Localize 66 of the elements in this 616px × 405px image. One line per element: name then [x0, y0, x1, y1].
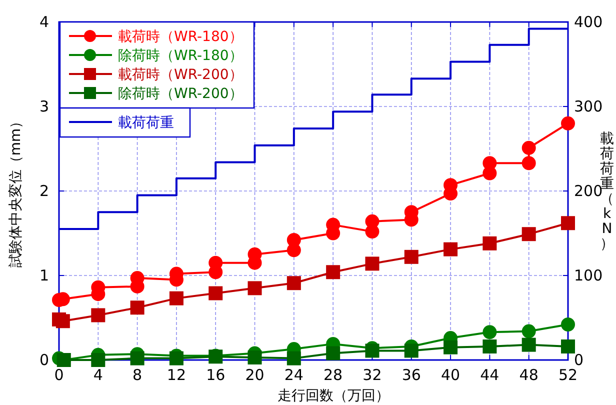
point: [522, 156, 536, 170]
y2-tick-label: 200: [574, 182, 603, 200]
legend-label: 載荷荷重: [118, 115, 174, 131]
legend-label: 載荷時（WR-200）: [118, 67, 243, 83]
x-tick-label: 28: [324, 366, 343, 384]
x-tick-label: 0: [54, 366, 64, 384]
point: [404, 250, 418, 264]
point: [286, 276, 301, 290]
x-tick-label: 44: [480, 366, 500, 384]
point: [91, 353, 106, 367]
point: [482, 236, 497, 250]
point: [404, 344, 418, 358]
point: [91, 308, 106, 322]
x-tick-label: 20: [245, 366, 264, 384]
point: [365, 344, 380, 358]
point: [365, 256, 380, 271]
point: [208, 286, 223, 300]
y2-tick-label: 100: [574, 266, 603, 284]
point: [286, 233, 301, 248]
point: [444, 340, 458, 354]
point: [561, 339, 575, 354]
y2-tick-label: 300: [574, 98, 603, 116]
point: [56, 314, 70, 328]
point: [130, 300, 144, 315]
point: [326, 346, 340, 360]
x-tick-label: 8: [132, 366, 142, 384]
x-tick-label: 32: [362, 366, 382, 384]
y-axis-title: 試験体中央変位（mm）: [8, 114, 24, 268]
point: [248, 350, 262, 364]
y-tick-label: 1: [39, 266, 49, 284]
legend-label: 載荷時（WR-180）: [118, 29, 243, 45]
x-axis-title: 走行回数（万回）: [278, 388, 390, 404]
point: [482, 325, 497, 340]
point: [482, 156, 497, 170]
x-tick-label: 48: [519, 366, 538, 384]
legend-label: 除荷時（WR-200）: [118, 86, 243, 102]
point: [248, 281, 262, 296]
point: [130, 351, 144, 366]
point: [169, 291, 184, 306]
point: [522, 338, 536, 352]
point: [365, 214, 380, 228]
point: [561, 116, 575, 130]
x-tick-label: 16: [206, 366, 226, 384]
x-tick-label: 4: [93, 366, 103, 384]
x-tick-label: 52: [558, 366, 578, 384]
y-tick-label: 3: [39, 98, 49, 116]
point: [561, 216, 575, 230]
x-tick-label: 40: [440, 366, 460, 384]
point: [169, 351, 184, 366]
point: [522, 140, 536, 155]
y-tick-label: 0: [39, 351, 49, 369]
point: [286, 351, 301, 366]
point: [561, 318, 575, 332]
y2-tick-label: 400: [574, 13, 603, 31]
point: [444, 242, 458, 256]
point: [326, 265, 340, 280]
point: [522, 324, 536, 338]
point: [482, 339, 497, 354]
y2-tick-label: 0: [574, 351, 584, 369]
x-tick-label: 24: [284, 366, 304, 384]
y-tick-label: 2: [39, 182, 49, 200]
legend-label: 除荷時（WR-180）: [118, 48, 243, 64]
y-tick-label: 4: [39, 13, 49, 31]
point: [522, 227, 536, 242]
x-tick-label: 36: [402, 366, 421, 384]
x-tick-label: 12: [166, 366, 186, 384]
